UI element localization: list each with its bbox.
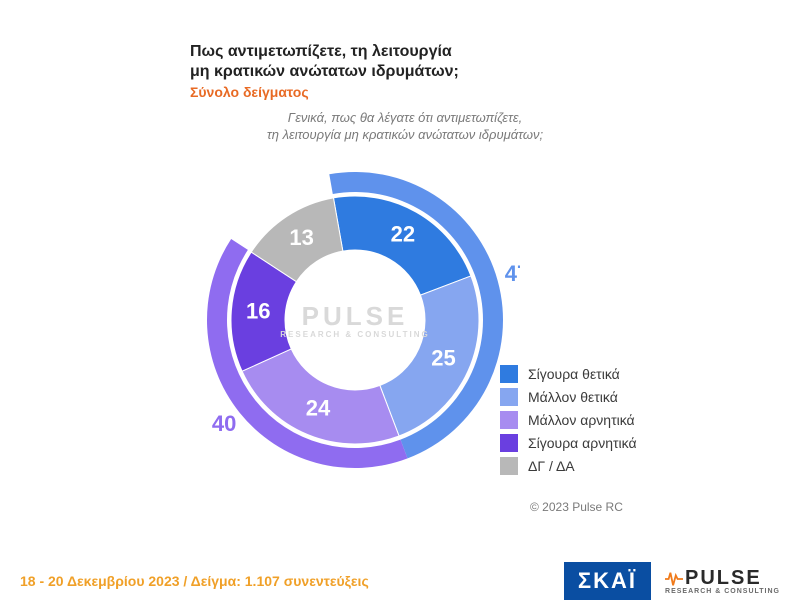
legend-label: Σίγουρα αρνητικά (528, 435, 637, 451)
inner-label-mallon_arnitika: 24 (306, 395, 331, 420)
pulse-wave-icon (665, 570, 683, 588)
donut-hole (285, 250, 425, 390)
pulse-logo-text: PULSE (685, 567, 762, 589)
legend: Σίγουρα θετικά Μάλλον θετικά Μάλλον αρνητι… (500, 365, 637, 480)
title-sub: Σύνολο δείγματος (190, 84, 620, 100)
legend-row: Σίγουρα θετικά (500, 365, 637, 383)
donut-svg: 47 40 22 25 24 16 13 (190, 155, 520, 485)
footer-text: 18 - 20 Δεκεμβρίου 2023 / Δείγμα: 1.107 … (0, 573, 564, 589)
legend-row: Μάλλον αρνητικά (500, 411, 637, 429)
legend-swatch (500, 365, 518, 383)
inner-label-sigoura_arnitika: 16 (246, 298, 270, 323)
legend-swatch (500, 434, 518, 452)
legend-swatch (500, 457, 518, 475)
legend-row: Σίγουρα αρνητικά (500, 434, 637, 452)
legend-label: Μάλλον θετικά (528, 389, 618, 405)
legend-row: ΔΓ / ΔΑ (500, 457, 637, 475)
skai-logo: ΣΚΑΪ (564, 562, 651, 600)
legend-swatch (500, 388, 518, 406)
legend-swatch (500, 411, 518, 429)
pulse-logo: PULSE RESEARCH & CONSULTING (659, 565, 786, 597)
copyright: © 2023 Pulse RC (530, 500, 623, 514)
question-text: Γενικά, πως θα λέγατε ότι αντιμετωπίζετε… (190, 110, 620, 144)
inner-label-dg_da: 13 (289, 225, 313, 250)
title-block: Πως αντιμετωπίζετε, τη λειτουργία μη κρα… (190, 42, 620, 144)
outer-label-thetika_total: 47 (505, 261, 520, 286)
footer: 18 - 20 Δεκεμβρίου 2023 / Δείγμα: 1.107 … (0, 557, 800, 605)
inner-label-sigoura_thetika: 22 (391, 221, 415, 246)
title-line2: μη κρατικών ανώτατων ιδρυμάτων; (190, 62, 620, 82)
legend-row: Μάλλον θετικά (500, 388, 637, 406)
outer-label-arnitika_total: 40 (212, 411, 236, 436)
donut-chart: 47402225241613 PULSE RESEARCH & CONSULTI… (190, 155, 520, 485)
legend-label: Μάλλον αρνητικά (528, 412, 635, 428)
question-l1: Γενικά, πως θα λέγατε ότι αντιμετωπίζετε… (288, 110, 522, 125)
question-l2: τη λειτουργία μη κρατικών ανώτατων ιδρυμ… (267, 127, 543, 142)
legend-label: ΔΓ / ΔΑ (528, 458, 575, 474)
title-line1: Πως αντιμετωπίζετε, τη λειτουργία (190, 42, 620, 62)
footer-logos: ΣΚΑΪ PULSE RESEARCH & CONSULTING (564, 562, 800, 600)
inner-label-mallon_thetika: 25 (431, 346, 455, 371)
legend-label: Σίγουρα θετικά (528, 366, 620, 382)
